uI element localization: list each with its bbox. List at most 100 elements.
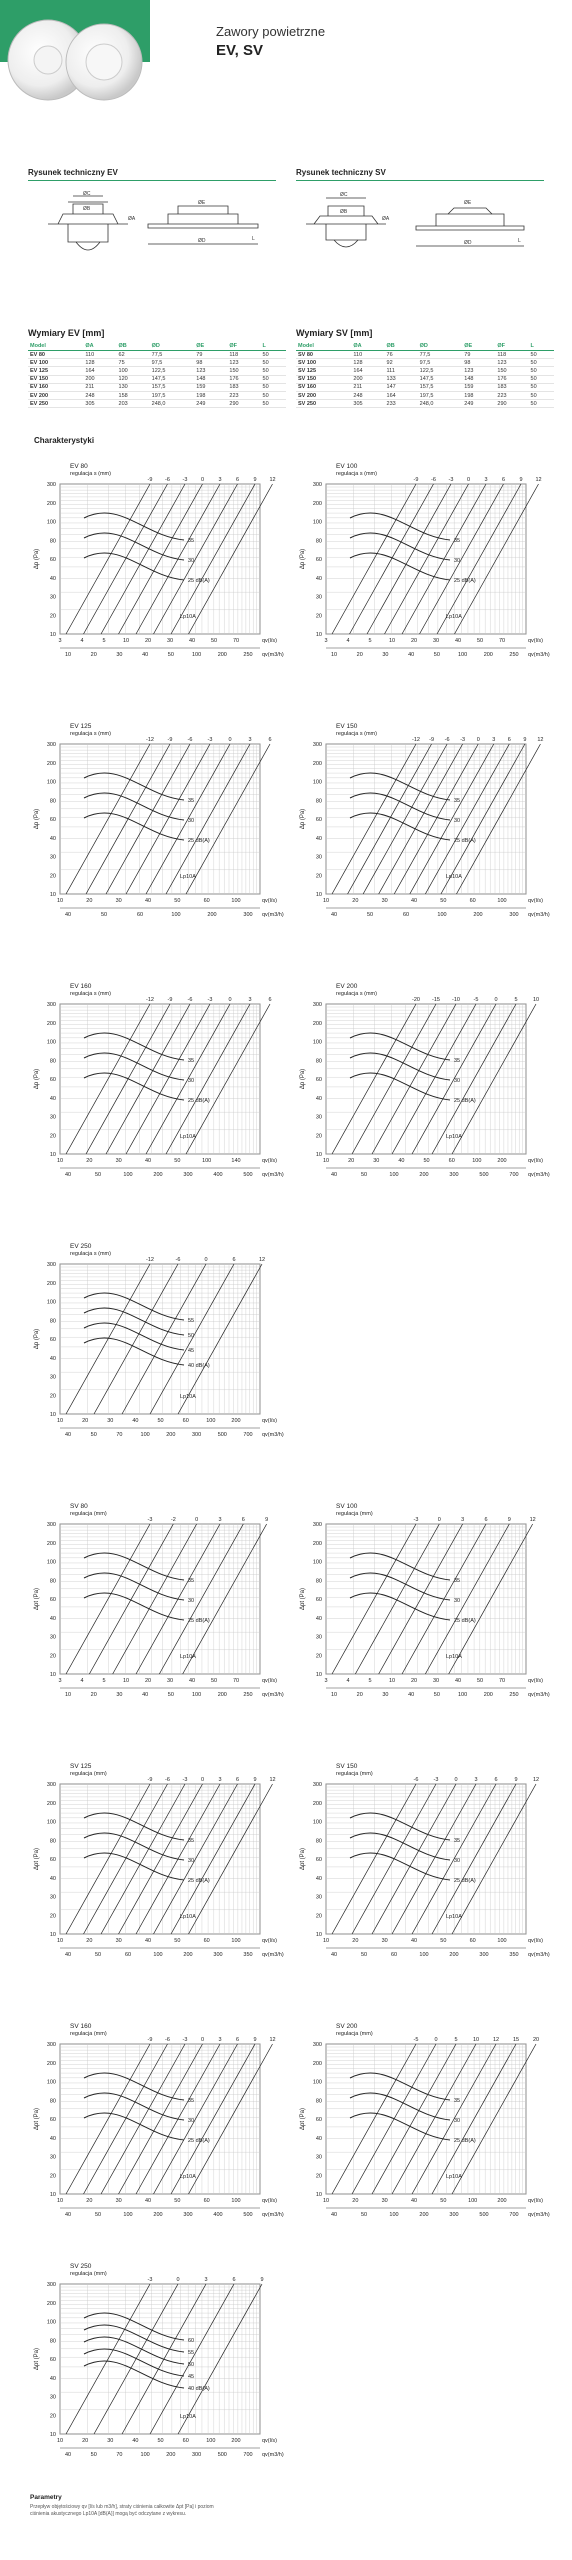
x-tick-label-m3h: 50 bbox=[168, 1692, 174, 1698]
y-tick-label: 10 bbox=[50, 2192, 56, 2198]
noise-label: 50 bbox=[188, 1333, 194, 1339]
y-tick-label: 10 bbox=[50, 1932, 56, 1938]
setting-line bbox=[182, 1523, 267, 1675]
y-tick-label: 40 bbox=[316, 1096, 322, 1102]
x-axis-label-m3h: qv(m3/h) bbox=[528, 2212, 550, 2218]
setting-label: 9 bbox=[514, 1777, 517, 1783]
x-tick-label-m3h: 60 bbox=[391, 1952, 397, 1958]
x-tick-label: 60 bbox=[204, 898, 210, 904]
chart-caption: regulacja s (mm) bbox=[70, 991, 111, 997]
y-tick-label: 30 bbox=[316, 1635, 322, 1641]
chart-title: SV 100 bbox=[336, 1503, 358, 1510]
setting-line bbox=[118, 2043, 203, 2195]
setting-line bbox=[83, 2043, 168, 2195]
setting-line bbox=[347, 743, 432, 895]
x-tick-label-m3h: 300 bbox=[192, 2452, 201, 2458]
chart-caption: regulacja s (mm) bbox=[336, 731, 377, 737]
noise-curve bbox=[349, 1832, 451, 1861]
x-tick-label-m3h: 60 bbox=[137, 912, 143, 918]
sv-drawing-title: Rysunek techniczny SV bbox=[296, 168, 386, 177]
y-tick-label: 10 bbox=[316, 2192, 322, 2198]
table-header-row: Model ØA ØB ØD ØE ØF L bbox=[296, 342, 554, 351]
plot-frame bbox=[325, 1003, 527, 1155]
x-axis-label-ls: qv(l/s) bbox=[262, 1938, 277, 1944]
chart-title: EV 160 bbox=[70, 983, 92, 990]
x-tick-label: 40 bbox=[145, 1158, 151, 1164]
setting-label: -5 bbox=[474, 997, 479, 1003]
setting-label: -12 bbox=[412, 737, 420, 743]
x-tick-label: 60 bbox=[204, 1938, 210, 1944]
setting-line bbox=[100, 483, 186, 635]
x-tick-label: 40 bbox=[411, 1938, 417, 1944]
x-tick-label-m3h: 400 bbox=[213, 1172, 222, 1178]
y-tick-label: 60 bbox=[50, 1077, 56, 1083]
y-tick-label: 30 bbox=[50, 1375, 56, 1381]
x-tick-label: 10 bbox=[57, 2198, 63, 2204]
y-tick-label: 100 bbox=[313, 780, 322, 786]
setting-line bbox=[362, 743, 448, 895]
y-tick-label: 300 bbox=[313, 1782, 322, 1788]
x-tick-label-m3h: 70 bbox=[116, 2452, 122, 2458]
chart-title: SV 150 bbox=[336, 1763, 358, 1770]
y-tick-label: 30 bbox=[50, 1115, 56, 1121]
noise-curve bbox=[83, 512, 185, 541]
setting-label: -6 bbox=[165, 1777, 170, 1783]
setting-line bbox=[378, 743, 463, 895]
x-tick-label-m3h: 50 bbox=[95, 2212, 101, 2218]
lp10a-label: Lp10A bbox=[180, 2174, 196, 2180]
table-row: SV 80 110 76 77,5 79 118 50 bbox=[296, 350, 554, 360]
dim-label: ØC bbox=[340, 192, 348, 198]
y-tick-label: 20 bbox=[50, 1653, 56, 1659]
x-tick-label-m3h: 100 bbox=[437, 912, 446, 918]
x-axis-label-m3h: qv(m3/h) bbox=[262, 912, 284, 918]
x-tick-label-m3h: 100 bbox=[123, 1172, 132, 1178]
x-tick-label: 30 bbox=[116, 1158, 122, 1164]
x-tick-label: 40 bbox=[455, 1678, 461, 1684]
x-tick-label-m3h: 250 bbox=[243, 1692, 252, 1698]
setting-label: 6 bbox=[242, 1517, 245, 1523]
noise-label: 30 bbox=[454, 1078, 460, 1084]
noise-curve bbox=[83, 2360, 185, 2389]
noise-curve bbox=[83, 2336, 185, 2365]
y-tick-label: 80 bbox=[50, 1578, 56, 1584]
table-row: EV 160 211 130 157,5 159 183 50 bbox=[28, 383, 286, 392]
x-axis-label-ls: qv(l/s) bbox=[528, 1938, 543, 1944]
y-tick-label: 40 bbox=[316, 1616, 322, 1622]
x-axis-label-ls: qv(l/s) bbox=[528, 1158, 543, 1164]
x-tick-label-m3h: 30 bbox=[116, 1692, 122, 1698]
noise-label: 25 dB(A) bbox=[454, 1098, 476, 1104]
x-tick-label: 200 bbox=[497, 1158, 506, 1164]
noise-curve bbox=[83, 1337, 185, 1366]
x-tick-label: 3 bbox=[58, 1678, 61, 1684]
x-tick-label-m3h: 50 bbox=[361, 1172, 367, 1178]
y-tick-label: 300 bbox=[47, 482, 56, 488]
y-tick-label: 40 bbox=[316, 1876, 322, 1882]
noise-curve bbox=[349, 812, 451, 841]
plot-frame bbox=[59, 743, 261, 895]
setting-line bbox=[331, 743, 417, 895]
y-axis-label: Δp (Pa) bbox=[34, 1069, 40, 1089]
setting-line bbox=[411, 1003, 497, 1155]
y-tick-label: 200 bbox=[47, 761, 56, 767]
setting-line bbox=[149, 2283, 235, 2435]
x-tick-label: 3 bbox=[324, 1678, 327, 1684]
table-row: SV 200 248 164 197,5 198 223 50 bbox=[296, 391, 554, 401]
setting-label: -6 bbox=[431, 477, 436, 483]
table-row: EV 80 110 62 77,5 79 118 50 bbox=[28, 350, 286, 360]
y-tick-label: 80 bbox=[316, 2098, 322, 2104]
x-tick-label: 200 bbox=[231, 1418, 240, 1424]
noise-label: 30 bbox=[188, 818, 194, 824]
setting-line bbox=[65, 1783, 151, 1935]
setting-label: 0 bbox=[176, 2277, 179, 2283]
setting-line bbox=[153, 1783, 238, 1935]
noise-curve bbox=[349, 532, 451, 561]
setting-label: -9 bbox=[148, 1777, 153, 1783]
noise-label: 30 bbox=[454, 558, 460, 564]
setting-label: 3 bbox=[492, 737, 495, 743]
noise-curve bbox=[349, 1572, 451, 1601]
noise-label: 35 bbox=[188, 798, 194, 804]
dim-label: ØE bbox=[198, 200, 206, 206]
noise-curve bbox=[349, 792, 451, 821]
setting-label: 5 bbox=[514, 997, 517, 1003]
